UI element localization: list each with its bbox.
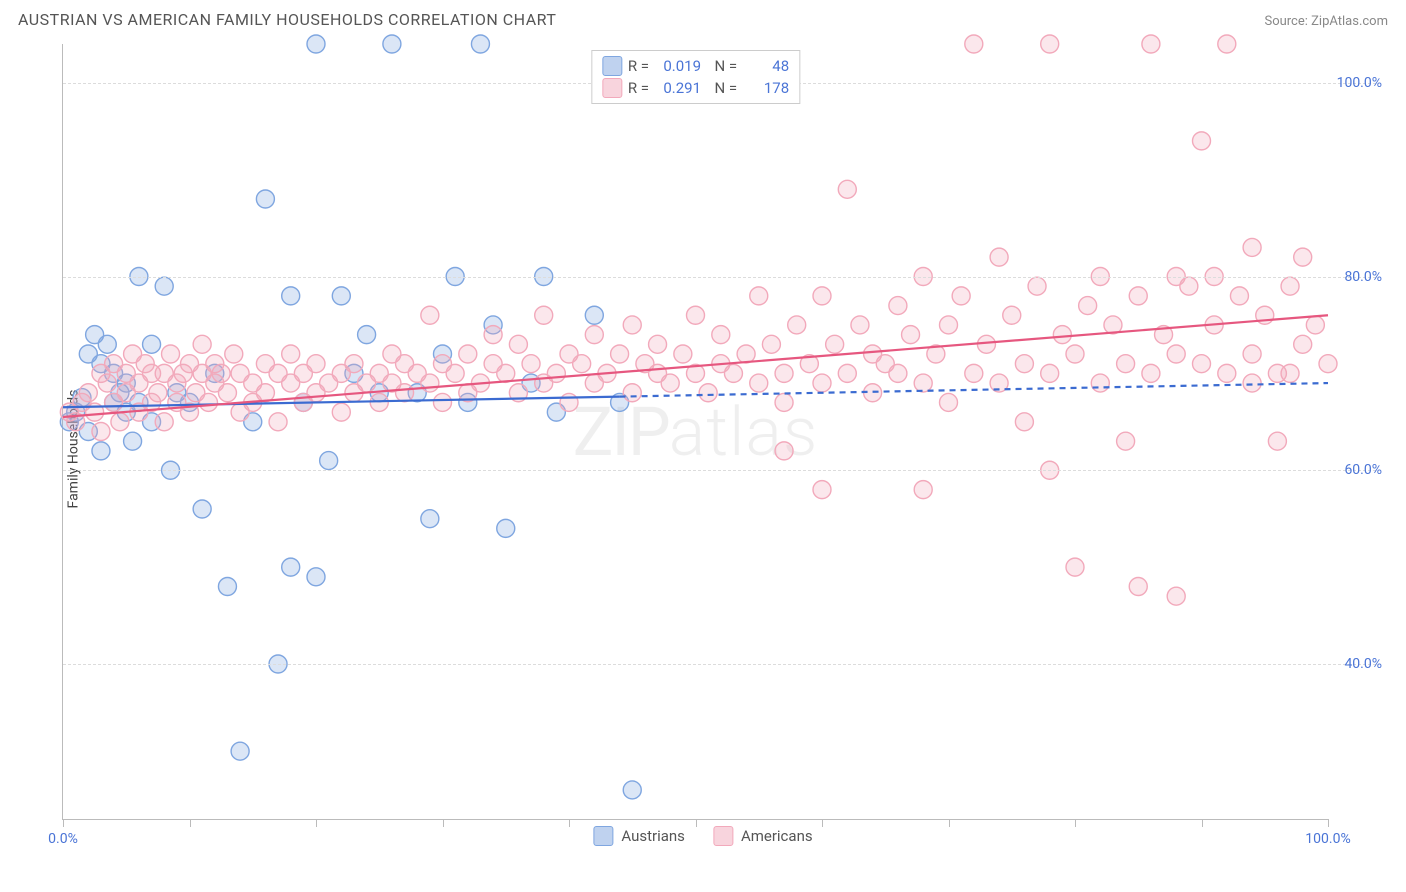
stats-label-r: R = (628, 55, 649, 77)
y-tick-label: 100.0% (1337, 75, 1382, 91)
y-tick-label: 40.0% (1344, 656, 1382, 672)
y-tick-label: 80.0% (1344, 269, 1382, 285)
legend-item-americans: Americans (713, 826, 813, 846)
stats-label-n: N = (707, 55, 737, 77)
stats-label-r: R = (628, 77, 649, 99)
chart-area: Family Households ZIPatlas R = 0.019 N =… (18, 44, 1388, 854)
x-tick-label: 100.0% (1305, 831, 1350, 847)
legend-item-austrians: Austrians (593, 826, 685, 846)
swatch-americans-icon (713, 826, 733, 846)
swatch-austrians-icon (593, 826, 613, 846)
stats-legend: R = 0.019 N = 48 R = 0.291 N = 178 (591, 50, 800, 104)
swatch-americans-icon (602, 78, 622, 98)
chart-source: Source: ZipAtlas.com (1264, 14, 1388, 29)
stats-label-n: N = (707, 77, 737, 99)
stats-americans-r: 0.291 (655, 77, 701, 99)
swatch-austrians-icon (602, 56, 622, 76)
stats-austrians-r: 0.019 (655, 55, 701, 77)
chart-title: AUSTRIAN VS AMERICAN FAMILY HOUSEHOLDS C… (18, 10, 556, 29)
plot-region: ZIPatlas R = 0.019 N = 48 R = 0.291 N = … (62, 44, 1328, 820)
plot-svg (63, 44, 1328, 819)
legend-label: Americans (741, 827, 813, 845)
stats-americans-n: 178 (743, 77, 789, 99)
stats-austrians-n: 48 (743, 55, 789, 77)
y-tick-label: 60.0% (1344, 462, 1382, 478)
legend-label: Austrians (621, 827, 685, 845)
x-tick-label: 0.0% (48, 831, 78, 847)
stats-row-americans: R = 0.291 N = 178 (602, 77, 789, 99)
series-legend: Austrians Americans (593, 826, 812, 846)
stats-row-austrians: R = 0.019 N = 48 (602, 55, 789, 77)
